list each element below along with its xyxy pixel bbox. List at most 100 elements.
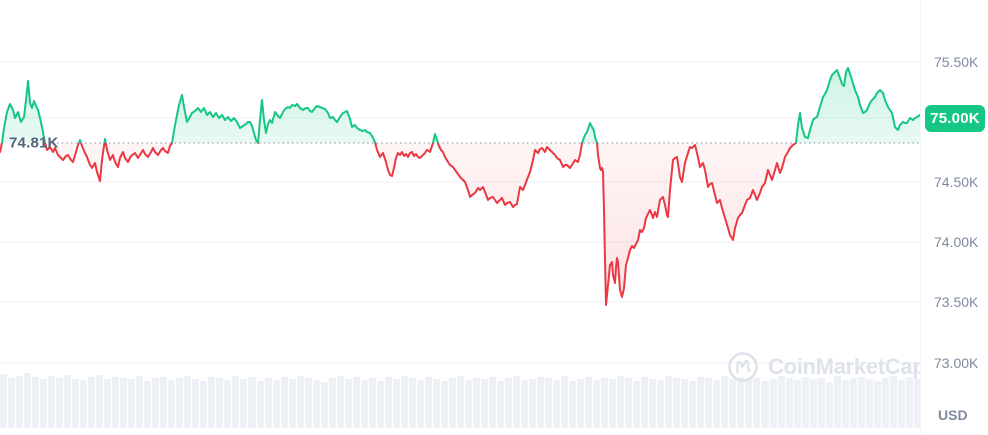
volume-bar <box>649 379 657 428</box>
volume-bar <box>288 379 296 428</box>
volume-bar <box>617 376 625 428</box>
volume-bar <box>801 377 809 428</box>
volume-bar <box>0 374 8 428</box>
price-line-chart[interactable] <box>0 0 920 435</box>
volume-bar <box>777 376 785 428</box>
volume-bar <box>256 381 264 428</box>
volume-bar <box>176 378 184 428</box>
volume-bar <box>673 378 681 428</box>
volume-bar <box>312 380 320 428</box>
volume-bar <box>240 379 248 428</box>
volume-bar <box>625 378 633 428</box>
y-axis-tick-label: 73.00K <box>934 355 979 371</box>
volume-bar <box>8 378 16 428</box>
volume-bars <box>0 372 921 428</box>
volume-bar <box>264 378 272 428</box>
volume-bar <box>64 375 72 428</box>
volume-bar <box>384 377 392 428</box>
volume-bar <box>553 380 561 428</box>
volume-bar <box>521 380 529 428</box>
volume-bar <box>513 376 521 428</box>
volume-bar <box>416 380 424 428</box>
volume-bar <box>200 381 208 428</box>
volume-bar <box>368 378 376 428</box>
currency-label: USD <box>938 407 968 423</box>
current-price-badge: 75.00K <box>925 105 985 132</box>
volume-bar <box>537 377 545 428</box>
volume-bar <box>504 378 512 428</box>
volume-bar <box>296 376 304 428</box>
volume-bar <box>152 378 160 428</box>
volume-bar <box>160 377 168 428</box>
volume-bar <box>400 376 408 428</box>
volume-bar <box>136 376 144 428</box>
volume-bar <box>561 376 569 428</box>
volume-bar <box>545 378 553 428</box>
volume-bar <box>609 379 617 428</box>
volume-bar <box>208 377 216 428</box>
volume-bar <box>104 379 112 428</box>
volume-bar <box>480 379 488 428</box>
volume-bar <box>72 379 80 428</box>
volume-bar <box>232 376 240 428</box>
volume-bar <box>96 375 104 428</box>
volume-bar <box>713 380 721 428</box>
volume-bar <box>657 380 665 428</box>
volume-bar <box>577 379 585 428</box>
volume-bar <box>168 380 176 428</box>
volume-bar <box>825 382 833 428</box>
volume-bar <box>392 379 400 428</box>
volume-bar <box>216 378 224 428</box>
volume-bar <box>88 377 96 428</box>
volume-bar <box>144 381 152 428</box>
volume-bar <box>697 377 705 428</box>
volume-bar <box>488 377 496 428</box>
above-baseline-fill <box>0 68 920 143</box>
volume-bar <box>360 380 368 428</box>
y-axis-tick-label: 74.00K <box>934 234 979 250</box>
coinmarketcap-watermark: CoinMarketCap <box>727 351 926 383</box>
volume-bar <box>721 376 729 428</box>
volume-bar <box>320 382 328 428</box>
volume-bar <box>272 380 280 428</box>
volume-bar <box>793 380 801 428</box>
volume-bar <box>112 377 120 428</box>
volume-bar <box>432 379 440 428</box>
volume-bar <box>857 377 865 428</box>
volume-bar <box>448 378 456 428</box>
volume-bar <box>24 373 32 428</box>
volume-bar <box>32 377 40 428</box>
volume-bar <box>761 381 769 428</box>
volume-bar <box>753 378 761 428</box>
volume-bar <box>873 381 881 428</box>
volume-bar <box>352 377 360 428</box>
volume-bar <box>641 377 649 428</box>
volume-bar <box>769 379 777 428</box>
volume-bar <box>689 381 697 428</box>
volume-bar <box>913 379 921 428</box>
volume-bar <box>833 376 841 428</box>
volume-bar <box>224 380 232 428</box>
volume-bar <box>865 379 873 428</box>
y-axis-panel: 75.50K 74.50K 74.00K 73.50K 73.00K 75.00K US… <box>920 0 988 435</box>
volume-bar <box>585 377 593 428</box>
volume-bar <box>344 379 352 428</box>
volume-bar <box>496 381 504 428</box>
volume-bar <box>440 381 448 428</box>
volume-bar <box>80 380 88 428</box>
volume-bar <box>881 378 889 428</box>
volume-bar <box>569 381 577 428</box>
volume-bar <box>336 376 344 428</box>
volume-bar <box>408 378 416 428</box>
volume-bar <box>184 376 192 428</box>
volume-bar <box>472 378 480 428</box>
price-chart-plot[interactable]: 74.81K CoinMarketCap <box>0 0 926 435</box>
volume-bar <box>905 377 913 428</box>
volume-bar <box>56 378 64 428</box>
volume-bar <box>456 376 464 428</box>
volume-bar <box>849 378 857 428</box>
volume-bar <box>40 379 48 428</box>
y-axis-tick-label: 74.50K <box>934 174 979 190</box>
volume-bar <box>809 379 817 428</box>
horizontal-gridlines <box>0 61 920 364</box>
